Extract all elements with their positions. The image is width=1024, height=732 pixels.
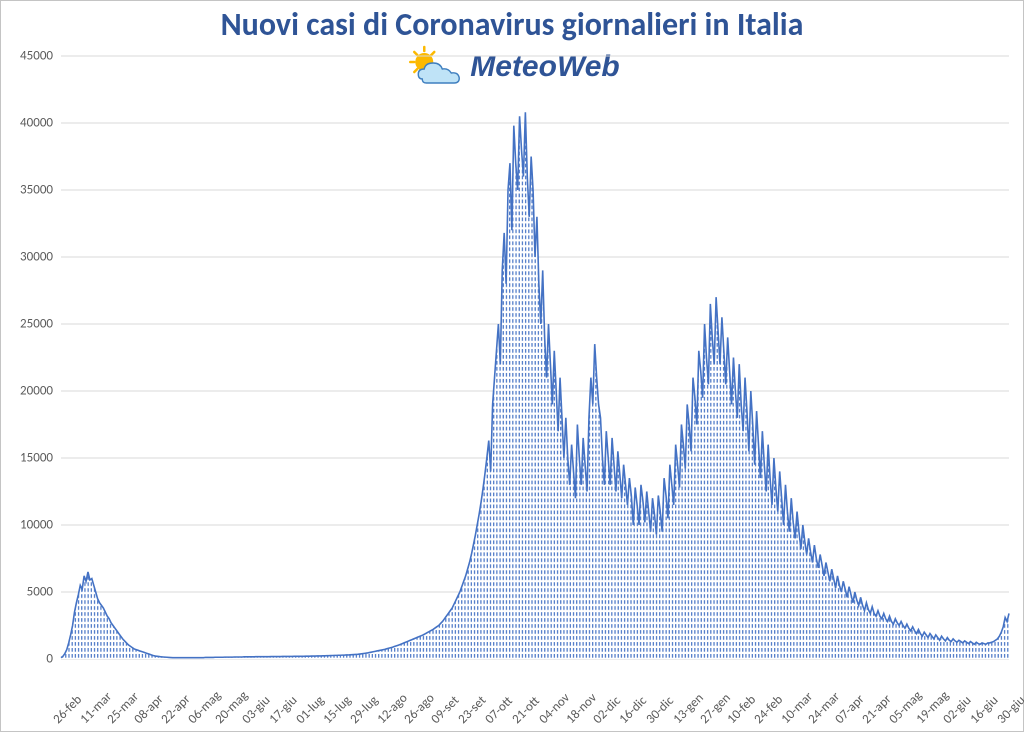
x-tick-label: 22-apr	[158, 692, 193, 727]
x-tick-label: 04-nov	[536, 690, 573, 727]
y-axis: 0500010000150002000025000300003500040000…	[1, 56, 57, 659]
x-tick-label: 21-ott	[509, 694, 542, 727]
x-tick-label: 16-dic	[617, 693, 651, 727]
y-tick-label: 35000	[20, 182, 53, 197]
x-tick-label: 29-lug	[347, 693, 381, 727]
chart-svg	[61, 56, 1009, 659]
y-tick-label: 5000	[27, 584, 53, 599]
chart-container: Nuovi casi di Coronavirus giornalieri in…	[0, 0, 1024, 732]
x-tick-label: 01-lug	[293, 693, 327, 727]
y-tick-label: 15000	[20, 451, 53, 466]
y-tick-label: 10000	[20, 518, 53, 533]
x-tick-label: 17-giu	[266, 693, 300, 727]
x-tick-label: 30-giu	[995, 693, 1024, 727]
x-tick-label: 30-dic	[644, 693, 678, 727]
y-tick-label: 0	[46, 652, 53, 667]
x-tick-label: 07-ott	[482, 694, 515, 727]
x-tick-label: 15-lug	[320, 693, 354, 727]
y-tick-label: 45000	[20, 49, 53, 64]
x-tick-label: 21-apr	[860, 692, 895, 727]
y-tick-label: 40000	[20, 115, 53, 130]
x-tick-label: 26-ago	[401, 691, 437, 727]
y-tick-label: 20000	[20, 384, 53, 399]
chart-title: Nuovi casi di Coronavirus giornalieri in…	[1, 5, 1023, 44]
x-tick-label: 16-giu	[968, 693, 1002, 727]
x-axis: 26-feb11-mar25-mar08-apr22-apr06-mag20-m…	[61, 661, 1009, 727]
x-tick-label: 23-set	[455, 693, 489, 727]
x-tick-label: 24-feb	[752, 692, 787, 727]
y-tick-label: 25000	[20, 316, 53, 331]
series-area	[61, 112, 1009, 659]
x-tick-label: 26-feb	[50, 692, 85, 727]
chart-title-text: Nuovi casi di Coronavirus giornalieri in…	[221, 5, 804, 44]
x-tick-label: 12-ago	[374, 691, 410, 727]
plot-area	[61, 56, 1009, 659]
y-tick-label: 30000	[20, 250, 53, 265]
